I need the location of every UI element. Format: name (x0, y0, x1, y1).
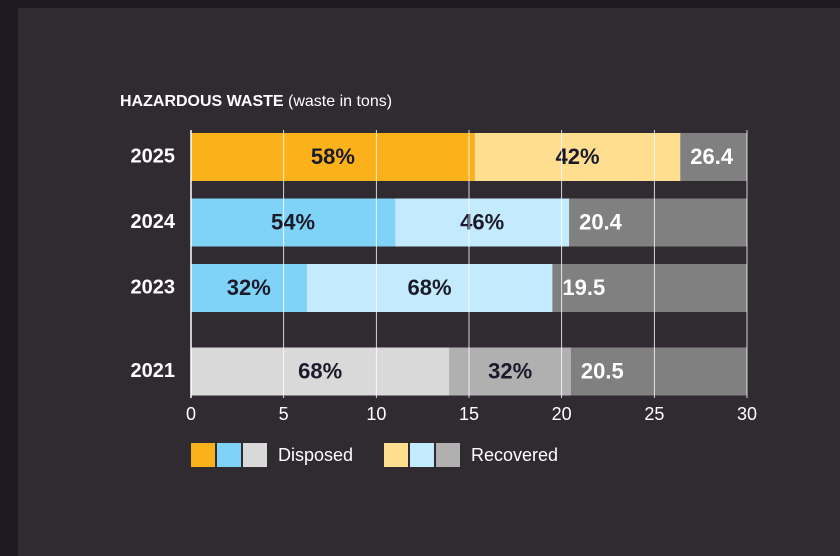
category-label: 2024 (131, 211, 176, 233)
total-label: 19.5 (562, 275, 605, 300)
subtitle: (waste in tons) (288, 93, 392, 110)
bar-segment (449, 347, 571, 396)
legend-swatch (410, 443, 434, 467)
legend-swatch (384, 443, 408, 467)
value-label: 32% (227, 275, 271, 300)
legend-swatch (217, 443, 241, 467)
x-tick-label: 25 (644, 404, 664, 424)
value-label: 54% (271, 209, 315, 234)
bar-segment (395, 198, 570, 247)
bar-segment (191, 133, 475, 181)
bar-segment (306, 264, 553, 312)
total-label: 20.4 (579, 209, 623, 234)
legend-label: Disposed (278, 445, 353, 465)
category-label: 2025 (131, 145, 176, 167)
title: HAZARDOUS WASTE (120, 93, 284, 110)
legend-swatch (191, 443, 215, 467)
total-label: 20.5 (581, 358, 624, 383)
legend-swatch (436, 443, 460, 467)
chart-title: HAZARDOUS WASTE (waste in tons) (120, 93, 392, 110)
value-label: 46% (460, 209, 504, 234)
x-tick-label: 5 (279, 404, 289, 424)
value-label: 42% (556, 144, 600, 169)
total-label: 26.4 (690, 144, 734, 169)
category-label: 2021 (131, 360, 176, 382)
bar-segment (191, 198, 396, 247)
bar-segment (191, 264, 307, 312)
bar-segment (191, 347, 450, 396)
x-tick-label: 30 (737, 404, 757, 424)
value-label: 68% (298, 358, 342, 383)
x-tick-label: 10 (366, 404, 386, 424)
x-tick-label: 0 (186, 404, 196, 424)
legend-label: Recovered (471, 445, 558, 465)
value-label: 58% (311, 144, 355, 169)
x-tick-label: 15 (459, 404, 479, 424)
x-tick-label: 20 (552, 404, 572, 424)
bar-segment (474, 133, 681, 181)
category-label: 2023 (131, 276, 176, 298)
value-label: 68% (408, 275, 452, 300)
legend-swatch (243, 443, 267, 467)
value-label: 32% (488, 358, 532, 383)
